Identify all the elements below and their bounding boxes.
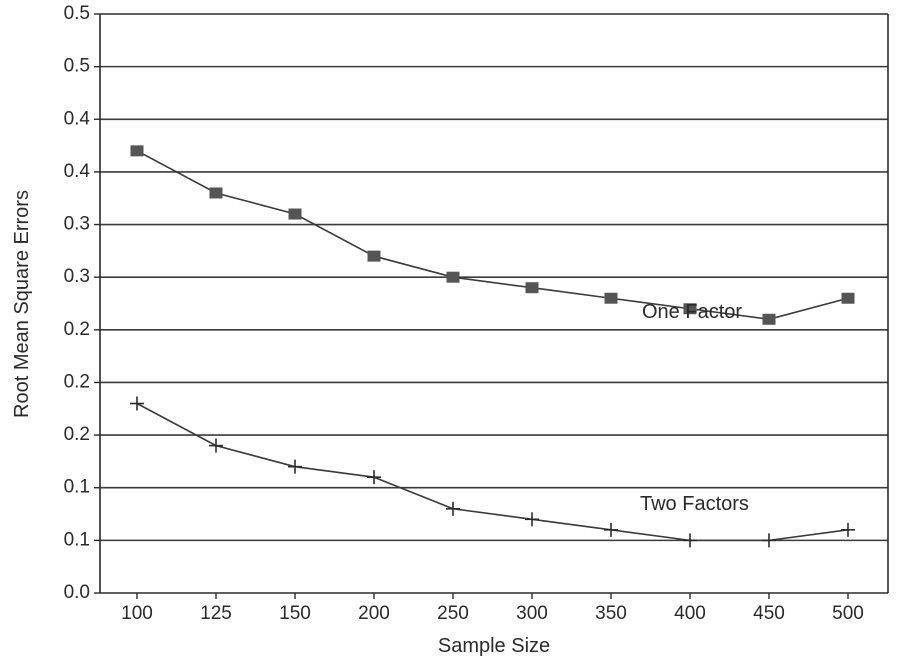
data-point-plus xyxy=(841,522,855,537)
y-tick-label: 0.4 xyxy=(64,161,91,182)
data-point-square xyxy=(209,187,223,199)
series-line xyxy=(136,402,849,542)
series-line xyxy=(136,150,849,321)
y-tick-label: 0.5 xyxy=(64,3,90,24)
data-point-square xyxy=(604,292,618,304)
y-tick-label: 0.2 xyxy=(64,424,90,445)
data-point-square xyxy=(130,145,144,157)
x-tick-label: 250 xyxy=(437,603,469,624)
data-point-plus xyxy=(525,512,539,527)
series-label-one-factor: One Factor xyxy=(642,301,742,323)
y-tick-label: 0.5 xyxy=(64,56,90,77)
y-tick-label: 0.2 xyxy=(64,319,90,340)
data-point-plus xyxy=(683,533,697,548)
data-point-plus xyxy=(446,501,460,516)
x-tick-label: 450 xyxy=(753,603,785,624)
y-tick-label: 0.3 xyxy=(64,214,90,235)
x-tick-label: 500 xyxy=(832,603,864,624)
data-point-plus xyxy=(604,522,618,537)
x-tick-label: 350 xyxy=(595,603,627,624)
data-point-plus xyxy=(367,470,381,485)
data-point-plus xyxy=(130,396,144,411)
x-tick-label: 200 xyxy=(358,603,390,624)
y-tick-label: 0.1 xyxy=(64,477,90,498)
x-tick-label: 125 xyxy=(200,603,232,624)
y-tick-label: 0.4 xyxy=(64,108,91,129)
y-tick-labels: 0.0 0.1 0.1 0.2 0.2 0.2 0.3 0.3 0.4 0.4 0.5 0.5 xyxy=(64,3,100,603)
data-point-square xyxy=(762,313,776,325)
x-tick-label: 150 xyxy=(279,603,311,624)
data-point-plus xyxy=(288,459,302,474)
x-tick-labels: 100 125 150 200 250 300 350 400 450 500 xyxy=(121,593,864,624)
y-axis-label: Root Mean Square Errors xyxy=(11,190,33,418)
y-tick-label: 0.0 xyxy=(64,582,90,603)
series xyxy=(130,145,855,548)
data-point-square xyxy=(446,271,460,283)
y-tick-label: 0.2 xyxy=(64,371,90,392)
data-point-square xyxy=(288,208,302,220)
series-one-factor xyxy=(130,145,855,325)
data-point-square xyxy=(525,282,539,294)
data-point-square xyxy=(683,303,697,315)
data-point-plus xyxy=(209,438,223,453)
data-point-plus xyxy=(762,533,776,548)
axes xyxy=(99,13,889,594)
y-tick-label: 0.1 xyxy=(64,529,90,550)
y-tick-label: 0.3 xyxy=(64,266,90,287)
data-point-square xyxy=(367,250,381,262)
x-tick-label: 300 xyxy=(516,603,548,624)
series-two-factors xyxy=(130,396,855,548)
data-point-square xyxy=(841,292,855,304)
x-axis-label: Sample Size xyxy=(438,635,550,657)
x-tick-label: 100 xyxy=(121,603,153,624)
x-tick-label: 400 xyxy=(674,603,706,624)
grid-lines xyxy=(100,65,888,542)
series-label-two-factors: Two Factors xyxy=(640,493,749,515)
